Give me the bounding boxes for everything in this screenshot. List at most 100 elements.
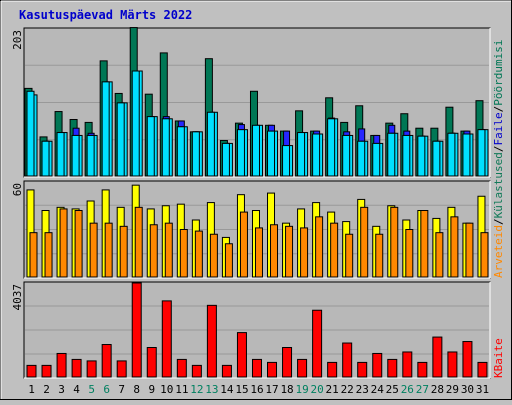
usage-legend-separator: / <box>492 146 505 153</box>
files-bar <box>161 118 170 177</box>
x-tick-label: 17 <box>265 383 278 396</box>
kbytes-bar <box>116 360 127 378</box>
usage-legend-entry: Külastused <box>492 152 505 218</box>
x-tick-label: 22 <box>341 383 354 396</box>
kbytes-bar <box>462 341 473 378</box>
kbytes-legend: KBaite <box>492 338 505 378</box>
x-tick-label: 15 <box>235 383 248 396</box>
sites-bar <box>134 206 143 278</box>
files-bar <box>176 126 185 177</box>
kbytes-bar <box>191 364 202 378</box>
files-bar <box>131 70 140 177</box>
sites-bar <box>194 230 203 278</box>
sites-bar <box>480 232 489 278</box>
usage-legend-entry: Faile <box>492 112 505 145</box>
sites-bar <box>315 216 324 278</box>
sites-bar <box>224 243 233 278</box>
sites-bar <box>360 206 369 278</box>
kbytes-bar <box>342 342 353 378</box>
kbytes-bar <box>477 361 488 378</box>
kbytes-bar <box>26 364 37 378</box>
files-bar <box>26 90 35 177</box>
x-tick-label: 21 <box>326 383 339 396</box>
kbytes-bar <box>86 360 97 378</box>
x-tick-label: 23 <box>356 383 369 396</box>
chart-title: Kasutuspäevad Märts 2022 <box>19 8 192 22</box>
x-tick-label: 20 <box>311 383 324 396</box>
files-bar <box>116 102 125 177</box>
files-bar <box>447 132 456 177</box>
kbytes-bar <box>282 346 293 378</box>
files-bar <box>312 133 321 177</box>
sites-bar <box>74 210 83 278</box>
files-bar <box>282 145 291 177</box>
x-tick-label: 29 <box>446 383 459 396</box>
sites-bar <box>450 216 459 278</box>
kbytes-bar <box>327 361 338 378</box>
sites-bar <box>405 229 414 278</box>
kbytes-bar <box>387 358 398 378</box>
sites-bar <box>104 222 113 278</box>
kbytes-bar <box>447 351 458 378</box>
panel-usage-ymax-label: 203 <box>11 30 24 50</box>
x-tick-label: 11 <box>175 383 188 396</box>
files-bar <box>432 140 441 177</box>
x-tick-label: 18 <box>280 383 293 396</box>
files-bar <box>402 134 411 177</box>
files-bar <box>221 142 230 177</box>
x-tick-label: 4 <box>73 383 80 396</box>
sites-bar <box>345 233 354 278</box>
sites-bar <box>270 224 279 278</box>
files-bar <box>56 132 65 177</box>
sites-bar <box>390 206 399 278</box>
kbytes-bar <box>312 309 323 378</box>
x-tick-label: 30 <box>461 383 474 396</box>
sites-bar <box>285 225 294 278</box>
files-bar <box>357 140 366 177</box>
x-tick-label: 12 <box>190 383 203 396</box>
kbytes-bar <box>432 336 443 378</box>
panel-hosts-ymax-label: 60 <box>11 183 24 196</box>
x-tick-label: 10 <box>160 383 173 396</box>
x-tick-label: 28 <box>431 383 444 396</box>
files-bar <box>342 134 351 177</box>
sites-bar <box>44 232 53 278</box>
sites-bar <box>119 225 128 278</box>
kbytes-bar <box>161 300 172 378</box>
sites-bar <box>330 222 339 278</box>
x-tick-label: 2 <box>43 383 50 396</box>
sites-bar <box>59 208 68 278</box>
sites-bar <box>209 233 218 278</box>
files-bar <box>101 81 110 177</box>
files-bar <box>191 131 200 177</box>
kbytes-bar <box>206 304 217 378</box>
x-tick-label: 8 <box>133 383 140 396</box>
kbytes-bar <box>221 364 232 378</box>
sites-bar <box>254 227 263 278</box>
x-tick-label: 27 <box>416 383 429 396</box>
sites-bar <box>300 227 309 278</box>
kbytes-bar <box>267 361 278 378</box>
sites-bar <box>89 222 98 278</box>
sites-bar <box>164 222 173 278</box>
files-bar <box>236 129 245 177</box>
x-tick-label: 6 <box>103 383 110 396</box>
kbytes-bar <box>146 346 157 378</box>
x-tick-label: 5 <box>88 383 95 396</box>
x-tick-label: 7 <box>118 383 125 396</box>
kbytes-bar <box>56 352 67 378</box>
files-bar <box>387 132 396 177</box>
files-bar <box>327 118 336 177</box>
usage-legend: Arveteid/Külastused/Faile/Pöördumisi <box>492 40 505 278</box>
kbytes-bar <box>176 358 187 378</box>
kbytes-legend-entry: KBaite <box>492 338 505 378</box>
x-tick-label: 13 <box>205 383 218 396</box>
usage-legend-entry: Pöördumisi <box>492 40 505 106</box>
kbytes-bar <box>402 351 413 378</box>
files-bar <box>251 124 260 177</box>
files-bar <box>417 135 426 177</box>
files-bar <box>206 111 215 177</box>
files-bar <box>71 134 80 177</box>
